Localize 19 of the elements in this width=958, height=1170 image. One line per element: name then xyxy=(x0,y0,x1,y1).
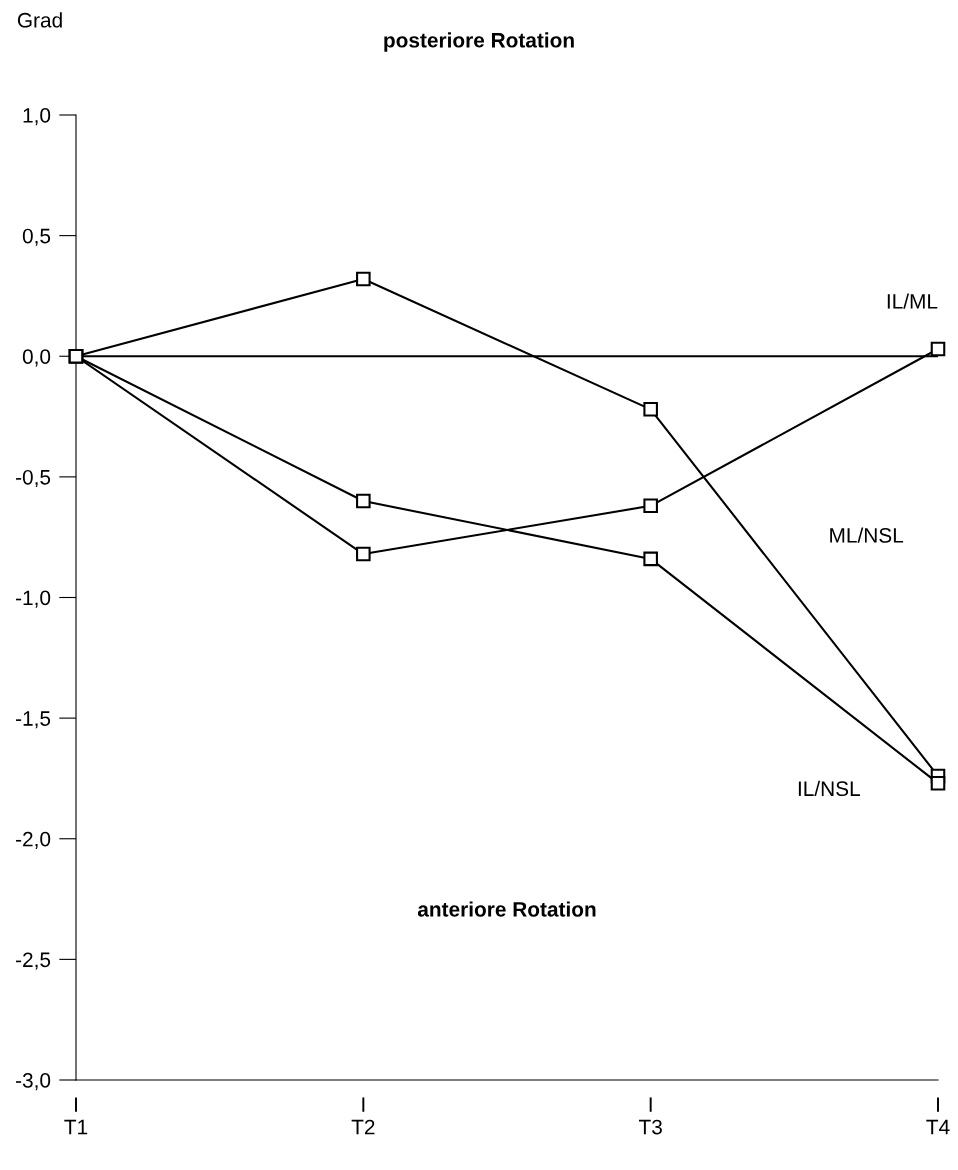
y-tick-label: -1,0 xyxy=(16,590,51,608)
x-tick-label: I T4 xyxy=(926,1097,950,1135)
x-tick-label: I T2 xyxy=(351,1097,375,1135)
x-tick-label: I T3 xyxy=(638,1097,662,1135)
annotation: anteriore Rotation xyxy=(417,901,596,917)
y-tick-label: -3,0 xyxy=(16,1073,51,1091)
series-label: IL/ML xyxy=(887,293,938,309)
y-tick-label: -2,5 xyxy=(16,952,51,970)
y-tick-label: 0,0 xyxy=(22,349,51,367)
y-tick-label: -1,5 xyxy=(16,711,51,729)
chart-title: posteriore Rotation xyxy=(384,32,574,52)
y-tick-label: 0,5 xyxy=(22,228,51,246)
text: IL/NSL xyxy=(798,780,860,797)
x-tick-label: I T1 xyxy=(64,1097,88,1135)
text: ML/NSL xyxy=(830,527,904,543)
y-tick-label: 1,0 xyxy=(23,108,51,126)
y-tick-label: -0,5 xyxy=(16,469,51,488)
y-tick-label: -2,0 xyxy=(16,831,51,849)
y-axis-title: Grad xyxy=(17,12,62,28)
